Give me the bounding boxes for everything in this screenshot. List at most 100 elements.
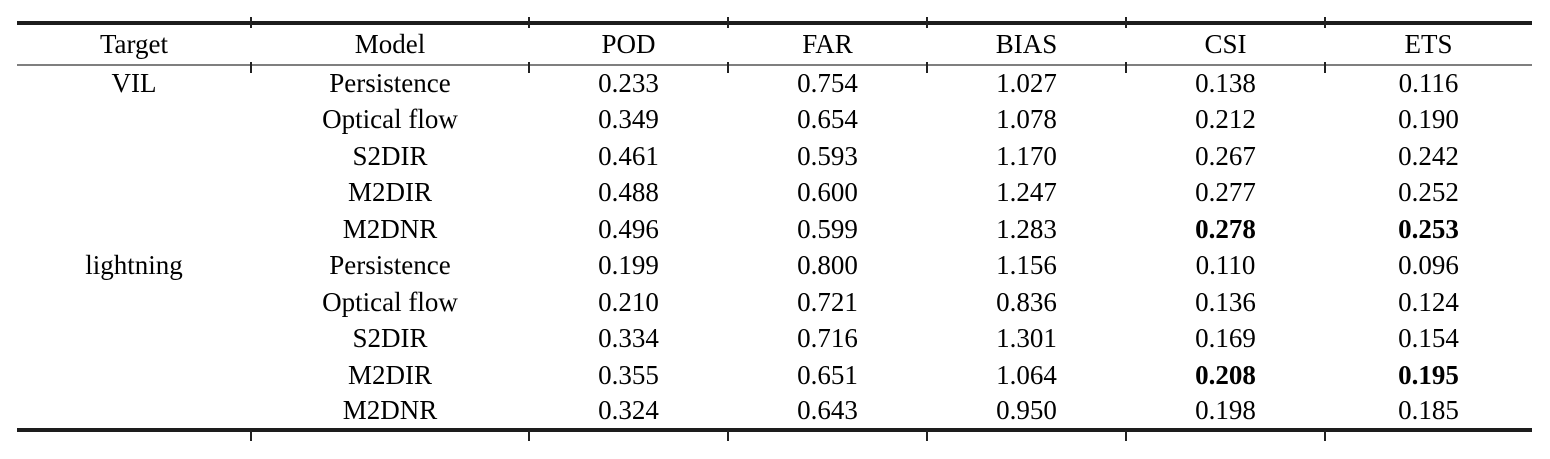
- cell-model: Optical flow: [322, 286, 458, 317]
- col-header-bias: BIAS: [995, 29, 1058, 59]
- cell-bias: 1.156: [996, 250, 1057, 281]
- cell-ets: 0.116: [1398, 68, 1459, 99]
- column-separator-tick: [528, 17, 530, 28]
- cell-far: 0.599: [797, 213, 858, 244]
- cell-csi: 0.138: [1195, 68, 1256, 99]
- cell-target: [17, 284, 251, 321]
- cell-model: Persistence: [329, 250, 451, 281]
- cell-bias: 0.836: [996, 286, 1057, 317]
- cell-model: M2DIR: [347, 359, 432, 390]
- col-header-model: Model: [354, 29, 426, 59]
- col-header-csi: CSI: [1204, 29, 1247, 59]
- cell-target: [17, 321, 251, 358]
- cell-pod: 0.334: [598, 323, 659, 354]
- table-row: S2DIR 0.334 0.716 1.301 0.169 0.154: [17, 321, 1532, 358]
- column-separator-tick: [1125, 17, 1127, 28]
- table-row: M2DNR 0.496 0.599 1.283 0.278 0.253: [17, 211, 1532, 248]
- column-separator-tick: [250, 430, 252, 441]
- cell-ets: 0.242: [1398, 140, 1459, 171]
- cell-far: 0.593: [797, 140, 858, 171]
- table-row: Optical flow 0.210 0.721 0.836 0.136 0.1…: [17, 284, 1532, 321]
- col-header-pod: POD: [601, 29, 656, 59]
- cell-bias: 1.170: [996, 140, 1057, 171]
- cell-csi: 0.136: [1195, 286, 1256, 317]
- table-row: Optical flow 0.349 0.654 1.078 0.212 0.1…: [17, 102, 1532, 139]
- cell-target: [17, 357, 251, 394]
- cell-bias: 0.950: [996, 395, 1057, 426]
- column-separator-tick: [528, 430, 530, 441]
- cell-far: 0.716: [797, 323, 858, 354]
- table-body: VIL Persistence 0.233 0.754 1.027 0.138 …: [17, 65, 1532, 430]
- cell-csi: 0.277: [1195, 177, 1256, 208]
- cell-target: [17, 211, 251, 248]
- table-row: S2DIR 0.461 0.593 1.170 0.267 0.242: [17, 138, 1532, 175]
- cell-bias: 1.283: [996, 213, 1057, 244]
- col-header-ets: ETS: [1404, 29, 1453, 59]
- table-row: VIL Persistence 0.233 0.754 1.027 0.138 …: [17, 65, 1532, 102]
- cell-pod: 0.461: [598, 140, 659, 171]
- column-separator-tick: [727, 62, 729, 73]
- cell-csi: 0.208: [1195, 359, 1256, 390]
- cell-pod: 0.233: [598, 68, 659, 99]
- cell-far: 0.721: [797, 286, 858, 317]
- cell-model: S2DIR: [352, 323, 428, 354]
- column-separator-tick: [250, 62, 252, 73]
- cell-target: VIL: [111, 68, 157, 99]
- cell-pod: 0.210: [598, 286, 659, 317]
- cell-csi: 0.198: [1195, 395, 1256, 426]
- column-separator-tick: [727, 17, 729, 28]
- cell-pod: 0.199: [598, 250, 659, 281]
- table-header: Target Model POD FAR BIAS CSI ETS: [17, 23, 1532, 65]
- cell-pod: 0.496: [598, 213, 659, 244]
- cell-bias: 1.027: [996, 68, 1057, 99]
- cell-model: Persistence: [329, 68, 451, 99]
- cell-model: Optical flow: [322, 104, 458, 135]
- cell-pod: 0.349: [598, 104, 659, 135]
- cell-far: 0.754: [797, 68, 858, 99]
- cell-csi: 0.278: [1195, 213, 1256, 244]
- cell-ets: 0.252: [1398, 177, 1459, 208]
- cell-ets: 0.096: [1398, 250, 1459, 281]
- column-separator-tick: [1125, 62, 1127, 73]
- column-separator-tick: [1324, 430, 1326, 441]
- cell-model: M2DIR: [347, 177, 432, 208]
- cell-bias: 1.301: [996, 323, 1057, 354]
- column-separator-tick: [250, 17, 252, 28]
- column-separator-tick: [926, 62, 928, 73]
- metrics-table-container: Target Model POD FAR BIAS CSI ETS VIL Pe…: [17, 17, 1532, 441]
- header-row: Target Model POD FAR BIAS CSI ETS: [17, 23, 1532, 65]
- cell-csi: 0.212: [1195, 104, 1256, 135]
- col-header-target: Target: [99, 29, 169, 59]
- cell-model: S2DIR: [352, 140, 428, 171]
- cell-far: 0.800: [797, 250, 858, 281]
- column-separator-tick: [926, 430, 928, 441]
- cell-far: 0.651: [797, 359, 858, 390]
- cell-bias: 1.064: [996, 359, 1057, 390]
- cell-far: 0.600: [797, 177, 858, 208]
- column-separator-tick: [1324, 17, 1326, 28]
- cell-csi: 0.169: [1195, 323, 1256, 354]
- col-header-far: FAR: [802, 29, 853, 59]
- cell-pod: 0.324: [598, 395, 659, 426]
- cell-target: [17, 102, 251, 139]
- metrics-table: Target Model POD FAR BIAS CSI ETS VIL Pe…: [17, 21, 1532, 432]
- cell-ets: 0.185: [1398, 395, 1459, 426]
- cell-target: [17, 175, 251, 212]
- table-row: lightning Persistence 0.199 0.800 1.156 …: [17, 248, 1532, 285]
- table-row: M2DNR 0.324 0.643 0.950 0.198 0.185: [17, 394, 1532, 431]
- cell-bias: 1.247: [996, 177, 1057, 208]
- cell-ets: 0.190: [1398, 104, 1459, 135]
- column-separator-tick: [528, 62, 530, 73]
- cell-ets: 0.124: [1398, 286, 1459, 317]
- cell-pod: 0.355: [598, 359, 659, 390]
- cell-target: [17, 138, 251, 175]
- cell-ets: 0.253: [1398, 213, 1459, 244]
- cell-far: 0.654: [797, 104, 858, 135]
- cell-target: [17, 394, 251, 431]
- cell-model: M2DNR: [342, 213, 438, 244]
- cell-ets: 0.154: [1398, 323, 1459, 354]
- column-separator-tick: [727, 430, 729, 441]
- column-separator-tick: [926, 17, 928, 28]
- cell-far: 0.643: [797, 395, 858, 426]
- table-row: M2DIR 0.488 0.600 1.247 0.277 0.252: [17, 175, 1532, 212]
